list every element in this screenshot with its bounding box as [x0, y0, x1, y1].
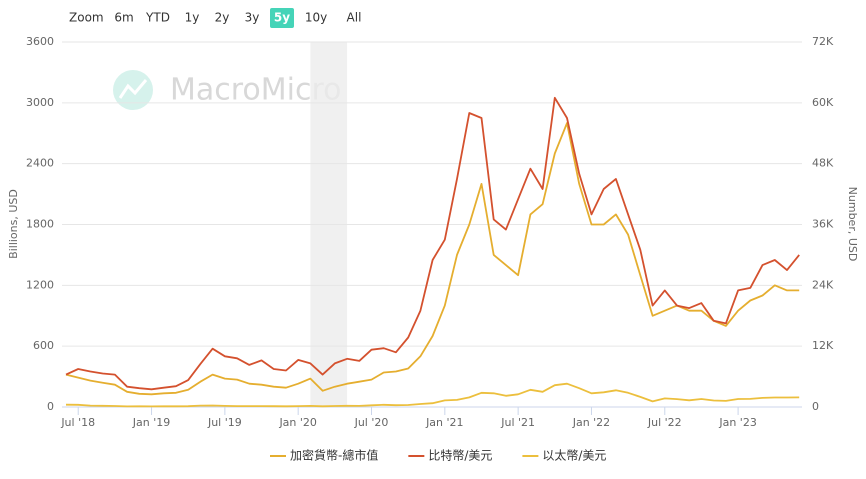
- series-line: [65, 96, 800, 391]
- y-tick-label: 1200: [26, 278, 54, 291]
- series-line: [65, 382, 800, 408]
- legend-label: 以太幣/美元: [542, 448, 606, 463]
- y-tick-label: 1800: [26, 218, 54, 231]
- y-tick-label: 0: [47, 400, 54, 413]
- range-button[interactable]: 5y: [270, 8, 294, 28]
- y2-tick-label: 60K: [812, 96, 834, 109]
- range-button-label: 1y: [185, 11, 200, 25]
- x-tick-label: Jan '21: [425, 416, 463, 429]
- y-axis-title: Billions, USD: [7, 189, 20, 259]
- range-button[interactable]: 6m: [114, 11, 133, 25]
- y-tick-label: 3600: [26, 35, 54, 48]
- y2-tick-label: 24K: [812, 278, 834, 291]
- range-button-label: 5y: [274, 11, 290, 25]
- y-tick-label: 600: [33, 339, 54, 352]
- x-tick-label: Jan '19: [132, 416, 170, 429]
- y2-tick-label: 72K: [812, 35, 834, 48]
- watermark: MacroMicro: [113, 70, 342, 110]
- legend-label: 加密貨幣-總市值: [290, 448, 378, 463]
- range-button-label: 10y: [305, 11, 327, 25]
- range-button-label: 2y: [215, 11, 230, 25]
- legend-label: 比特幣/美元: [428, 448, 492, 463]
- range-button[interactable]: 1y: [185, 11, 200, 25]
- range-button-label: 3y: [245, 11, 260, 25]
- y2-tick-label: 0: [812, 400, 819, 413]
- range-button[interactable]: 10y: [305, 11, 327, 25]
- x-tick-label: Jul '18: [60, 416, 95, 429]
- x-tick-label: Jul '20: [354, 416, 389, 429]
- y2-axis-title: Number, USD: [846, 187, 859, 262]
- x-tick-label: Jul '19: [207, 416, 242, 429]
- x-tick-label: Jan '20: [278, 416, 316, 429]
- y2-tick-label: 36K: [812, 218, 834, 231]
- range-button-label: 6m: [114, 11, 133, 25]
- watermark-logo-line: [118, 79, 148, 99]
- range-button-label: YTD: [145, 11, 170, 25]
- zoom-label: Zoom: [69, 11, 104, 25]
- range-button[interactable]: 2y: [215, 11, 230, 25]
- range-button[interactable]: 3y: [245, 11, 260, 25]
- range-button-label: All: [347, 11, 362, 25]
- x-tick-label: Jul '22: [647, 416, 682, 429]
- x-tick-label: Jan '22: [572, 416, 610, 429]
- range-button[interactable]: All: [347, 11, 362, 25]
- x-tick-label: Jan '23: [718, 416, 756, 429]
- y2-tick-label: 12K: [812, 339, 834, 352]
- range-button-bg: [270, 8, 294, 28]
- x-tick-label: Jul '21: [500, 416, 535, 429]
- y2-tick-label: 48K: [812, 157, 834, 170]
- range-button[interactable]: YTD: [145, 11, 170, 25]
- y-tick-label: 3000: [26, 96, 54, 109]
- y-tick-label: 2400: [26, 157, 54, 170]
